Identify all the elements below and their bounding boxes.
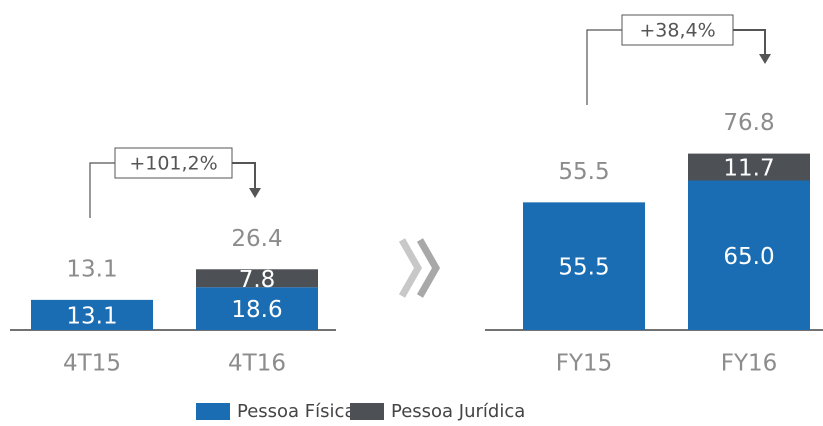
value-label: 11.7 — [723, 156, 774, 182]
value-label: 55.5 — [558, 255, 609, 281]
bar-segment — [196, 287, 318, 330]
x-tick-label: 4T16 — [228, 351, 286, 377]
annotation: +38,4% — [639, 20, 715, 42]
chevron — [398, 238, 423, 298]
chevron — [416, 238, 441, 298]
x-tick-label: FY16 — [721, 351, 778, 377]
legend-label: Pessoa Jurídica — [391, 401, 525, 422]
legend-swatch — [350, 403, 384, 420]
legend-label: Pessoa Física — [237, 401, 355, 422]
arrow-head — [759, 54, 771, 64]
total-label: 13.1 — [66, 256, 117, 282]
total-label: 76.8 — [723, 110, 774, 136]
bar-segment — [688, 153, 810, 181]
x-tick-label: FY15 — [556, 351, 613, 377]
bar-segment — [523, 202, 645, 330]
x-tick-label: 4T15 — [63, 351, 121, 377]
bracket — [733, 29, 766, 56]
value-label: 18.6 — [231, 297, 282, 323]
annotation-box — [114, 147, 233, 179]
bracket — [232, 162, 256, 190]
legend-swatch — [196, 403, 230, 420]
value-label: 65.0 — [723, 244, 774, 270]
annotation-box — [621, 14, 734, 46]
bar-segment — [31, 299, 153, 330]
annotation: +101,2% — [129, 153, 217, 175]
bar-segment — [688, 180, 810, 330]
value-label: 13.1 — [66, 303, 117, 329]
bracket — [89, 162, 115, 218]
total-label: 55.5 — [558, 159, 609, 185]
arrow-head — [249, 188, 261, 198]
bar-segment — [196, 269, 318, 288]
bracket — [586, 29, 622, 105]
value-label: 7.8 — [239, 267, 276, 293]
total-label: 26.4 — [231, 226, 282, 252]
